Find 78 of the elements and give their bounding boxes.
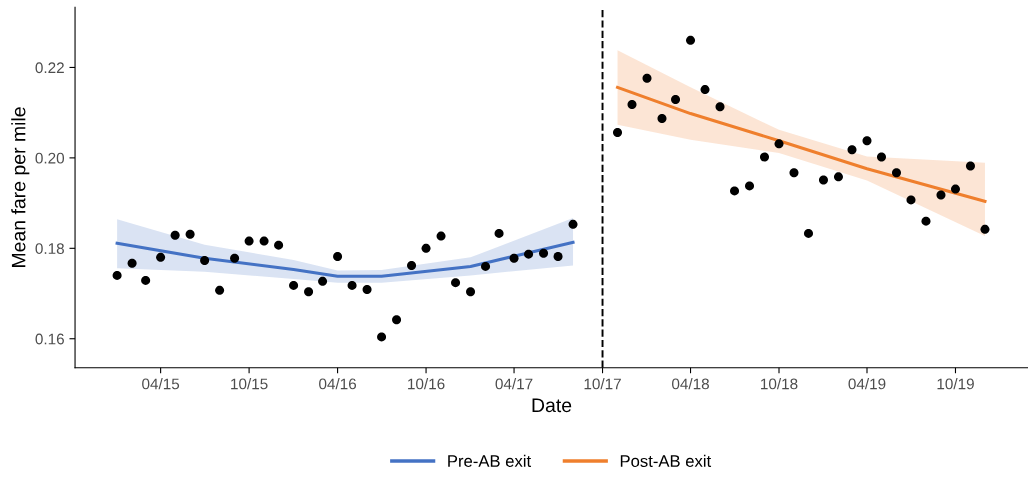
legend-label: Post-AB exit bbox=[620, 454, 712, 467]
point bbox=[230, 253, 240, 263]
point bbox=[760, 152, 769, 162]
x-tick-label: 10/19 bbox=[937, 378, 974, 390]
point bbox=[170, 230, 180, 240]
point bbox=[200, 256, 210, 266]
point bbox=[730, 186, 740, 196]
x-axis-title: Date bbox=[532, 398, 572, 413]
point bbox=[539, 248, 549, 258]
point bbox=[745, 181, 755, 191]
x-tick-label: 04/17 bbox=[495, 378, 533, 390]
x-tick-label: 10/16 bbox=[408, 378, 445, 390]
point bbox=[392, 315, 402, 325]
point bbox=[700, 85, 710, 95]
x-tick-label: 04/16 bbox=[319, 378, 357, 390]
point bbox=[642, 73, 652, 83]
point bbox=[244, 236, 254, 246]
point bbox=[891, 168, 901, 178]
point bbox=[847, 145, 857, 155]
point bbox=[481, 261, 491, 271]
point bbox=[671, 95, 681, 105]
point bbox=[833, 172, 843, 182]
x-tick-label: 10/15 bbox=[231, 378, 268, 390]
point bbox=[421, 243, 431, 253]
point bbox=[950, 184, 960, 194]
point bbox=[715, 102, 725, 112]
point bbox=[965, 161, 975, 171]
y-axis-title: Mean fare per mile bbox=[11, 107, 30, 267]
y-tick-label: 0.16 bbox=[35, 333, 64, 345]
point bbox=[112, 270, 122, 280]
point bbox=[553, 251, 563, 261]
point bbox=[436, 231, 446, 241]
point bbox=[289, 280, 299, 290]
x-tick-label: 04/15 bbox=[142, 378, 180, 390]
point bbox=[921, 216, 931, 226]
point bbox=[789, 168, 799, 178]
point bbox=[774, 139, 784, 149]
x-tick-label: 10/18 bbox=[761, 378, 798, 390]
point bbox=[627, 100, 637, 110]
point bbox=[862, 136, 872, 146]
point bbox=[524, 249, 534, 259]
point bbox=[466, 287, 476, 297]
point bbox=[215, 285, 225, 295]
line-series bbox=[115, 240, 575, 278]
point bbox=[877, 152, 886, 162]
point bbox=[980, 224, 990, 234]
point bbox=[304, 287, 314, 297]
point bbox=[407, 260, 417, 270]
point bbox=[936, 190, 946, 200]
point bbox=[613, 128, 623, 138]
point bbox=[818, 175, 828, 185]
point bbox=[185, 229, 195, 239]
point bbox=[318, 276, 328, 286]
point bbox=[127, 258, 137, 268]
x-tick-label: 10/17 bbox=[584, 378, 621, 390]
point bbox=[906, 195, 916, 205]
x-tick-label: 04/18 bbox=[672, 378, 709, 390]
point bbox=[657, 114, 667, 124]
y-tick-label: 0.22 bbox=[35, 62, 64, 74]
point bbox=[494, 228, 504, 238]
line-series bbox=[615, 85, 987, 203]
x-tick-label: 04/19 bbox=[848, 378, 886, 390]
point bbox=[804, 228, 813, 238]
point bbox=[686, 35, 696, 45]
point bbox=[141, 275, 151, 285]
point bbox=[568, 219, 578, 229]
point bbox=[274, 240, 284, 250]
point bbox=[377, 332, 387, 342]
point bbox=[333, 251, 343, 261]
point bbox=[509, 253, 519, 263]
point bbox=[156, 252, 166, 262]
point bbox=[362, 284, 372, 294]
legend-label: Pre-AB exit bbox=[448, 454, 532, 467]
y-tick-label: 0.18 bbox=[35, 243, 64, 254]
y-tick-label: 0.20 bbox=[35, 152, 65, 164]
point bbox=[259, 236, 269, 246]
point bbox=[347, 280, 357, 290]
point bbox=[451, 278, 461, 288]
